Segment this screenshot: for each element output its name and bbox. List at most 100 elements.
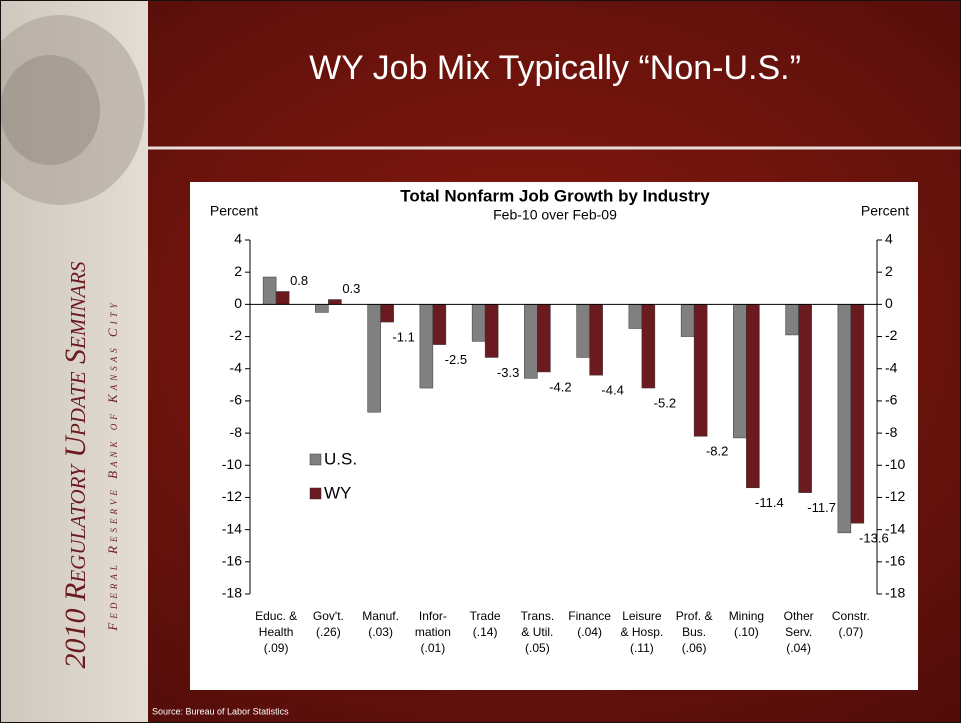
data-label: -8.2	[706, 444, 728, 459]
data-label: -3.3	[497, 365, 519, 380]
bar	[262, 276, 277, 305]
y-tick-label: -4	[230, 359, 243, 375]
y-tick-label: 0	[234, 295, 242, 311]
data-label: -1.1	[392, 330, 414, 345]
x-tick-label: & Hosp.	[621, 625, 664, 639]
x-tick-label: Other	[784, 609, 814, 623]
y2-tick-label: -16	[885, 553, 905, 569]
sidebar-subtitle: Federal Reserve Bank of Kansas City	[105, 299, 120, 631]
x-tick-label: Gov't.	[313, 609, 344, 623]
chart-subtitle: Feb-10 over Feb-09	[493, 207, 617, 223]
data-label: -2.5	[445, 352, 467, 367]
x-tick-label: (.26)	[316, 625, 341, 639]
data-label: -4.4	[601, 383, 623, 398]
x-tick-label: (.01)	[421, 641, 446, 655]
bar	[641, 304, 656, 389]
bar	[524, 304, 538, 379]
x-tick-label: (.07)	[839, 625, 864, 639]
y2-tick-label: -8	[885, 424, 898, 440]
bar	[275, 291, 290, 305]
x-tick-label: Finance	[568, 609, 611, 623]
bar	[837, 304, 852, 534]
x-tick-label: mation	[415, 625, 451, 639]
y2-axis-label: Percent	[861, 203, 909, 219]
x-tick-label: (.10)	[734, 625, 759, 639]
legend-label: WY	[324, 483, 351, 502]
bar	[693, 304, 708, 437]
y-axis-label: Percent	[210, 203, 258, 219]
y-tick-label: -18	[222, 585, 242, 601]
y2-tick-label: 0	[885, 295, 893, 311]
data-label: -11.7	[807, 500, 836, 515]
data-label: 0.3	[342, 281, 360, 296]
bar	[380, 304, 394, 323]
x-tick-label: Trade	[470, 609, 501, 623]
bar	[785, 304, 799, 336]
y-tick-label: -10	[222, 456, 242, 472]
y2-tick-label: -18	[885, 585, 905, 601]
y-tick-label: -6	[230, 392, 243, 408]
sidebar-title: 2010 Regulatory Update Seminars	[59, 261, 92, 668]
legend-label: U.S.	[324, 449, 357, 468]
data-label: -4.2	[549, 379, 571, 394]
x-tick-label: (.04)	[786, 641, 811, 655]
x-tick-label: Educ. &	[255, 609, 297, 623]
y2-tick-label: -2	[885, 327, 898, 343]
data-label: 0.8	[290, 273, 308, 288]
bar	[367, 304, 381, 413]
bar	[850, 304, 865, 524]
bar	[432, 304, 447, 345]
bar	[537, 304, 551, 373]
y-tick-label: -16	[222, 553, 242, 569]
y2-tick-label: 2	[885, 263, 893, 279]
x-tick-label: Health	[259, 625, 294, 639]
bar	[471, 304, 486, 342]
x-tick-label: & Util.	[521, 625, 553, 639]
x-tick-label: Leisure	[622, 609, 662, 623]
y2-tick-label: 4	[885, 231, 893, 247]
bar	[589, 304, 603, 376]
y-tick-label: 4	[234, 231, 242, 247]
y2-tick-label: -4	[885, 359, 898, 375]
bar	[746, 304, 760, 489]
data-label: -13.6	[859, 531, 889, 546]
y2-tick-label: -10	[885, 456, 905, 472]
legend-swatch	[309, 453, 322, 466]
x-tick-label: Trans.	[521, 609, 555, 623]
bar	[484, 304, 499, 358]
y-tick-label: 2	[234, 263, 242, 279]
x-tick-label: (.03)	[368, 625, 393, 639]
bar	[680, 304, 695, 337]
y-tick-label: -2	[230, 327, 243, 343]
chart-title: Total Nonfarm Job Growth by Industry	[400, 186, 710, 205]
seal-image	[0, 15, 145, 205]
data-label: -5.2	[654, 395, 676, 410]
data-label: -11.4	[755, 495, 784, 510]
bar	[576, 304, 590, 358]
source: Source: Bureau of Labor Statistics	[152, 706, 289, 716]
x-tick-label: Serv.	[785, 625, 812, 639]
bar	[733, 304, 747, 439]
y-tick-label: -8	[230, 424, 243, 440]
x-tick-label: (.04)	[577, 625, 602, 639]
x-tick-label: Bus.	[682, 625, 706, 639]
y2-tick-label: -6	[885, 392, 898, 408]
legend-swatch	[309, 487, 322, 500]
x-tick-label: (.11)	[630, 641, 654, 655]
x-tick-label: Mining	[729, 609, 764, 623]
bar	[419, 304, 434, 389]
x-tick-label: (.05)	[525, 641, 550, 655]
y-tick-label: -14	[222, 520, 242, 536]
x-tick-label: (.14)	[473, 625, 498, 639]
x-tick-label: Manuf.	[362, 609, 399, 623]
y2-tick-label: -12	[885, 488, 905, 504]
bar	[628, 304, 643, 329]
bar	[798, 304, 812, 493]
y2-tick-label: -14	[885, 520, 905, 536]
slide-title: WY Job Mix Typically “Non-U.S.”	[309, 49, 801, 87]
chart-panel	[190, 182, 918, 690]
bar	[315, 304, 329, 313]
x-tick-label: Prof. &	[676, 609, 713, 623]
seal-detail	[0, 55, 100, 165]
